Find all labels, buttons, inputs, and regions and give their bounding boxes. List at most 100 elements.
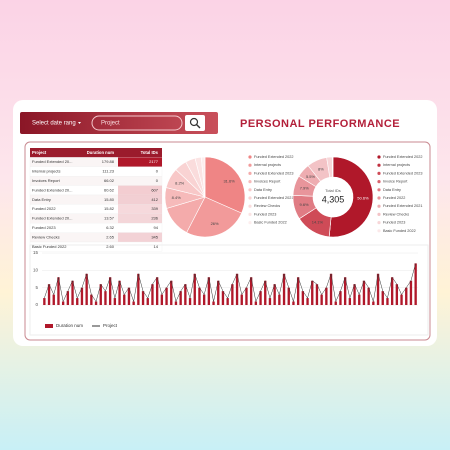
bar [325, 287, 328, 305]
legend-label: Internal projects [383, 163, 410, 167]
bar [372, 301, 375, 305]
bar [174, 301, 178, 305]
cell: 412 [151, 197, 158, 202]
bar [76, 298, 79, 305]
date-filter[interactable]: Select date rang [32, 121, 76, 127]
bar [311, 280, 314, 305]
legend-swatch [377, 221, 381, 225]
bar [334, 301, 337, 305]
bar [113, 298, 117, 305]
slice-label: 14.1% [312, 220, 324, 225]
slice-label: 7.9% [300, 185, 310, 190]
cell: Funded Extended 20... [32, 216, 72, 221]
bar [202, 294, 206, 305]
bar [108, 277, 112, 305]
bar [400, 294, 403, 305]
bar [278, 294, 281, 305]
table: Project Duration num Total IDs Funded Exten… [29, 148, 163, 252]
column-header: Project [32, 150, 47, 155]
legend-swatch [377, 155, 381, 159]
y-tick-label: 15 [33, 250, 39, 255]
slice [204, 156, 246, 214]
bar [99, 284, 102, 305]
slice [331, 156, 334, 178]
bar [259, 291, 262, 305]
bar [104, 291, 107, 305]
bar [85, 273, 88, 305]
bar [155, 277, 159, 305]
cell: 236 [151, 216, 158, 221]
cell: 94 [154, 225, 159, 230]
chart-frame [29, 244, 429, 336]
bar [207, 277, 211, 305]
y-tick-label: 10 [33, 268, 39, 273]
project-filter[interactable]: Project [101, 121, 120, 127]
legend-label: Funded 2023 [254, 212, 276, 216]
legend-swatch [248, 221, 252, 225]
legend-swatch [248, 155, 252, 159]
legend-label: Invoice Report [383, 180, 408, 184]
bar [296, 277, 300, 305]
search-button[interactable] [185, 115, 205, 131]
cell: 15.80 [104, 197, 115, 202]
cell: Basic Funded 2022 [32, 244, 67, 249]
cell: 6.32 [106, 225, 115, 230]
cell: 2177 [149, 159, 159, 164]
legend-label: Project [103, 323, 118, 328]
cell: Funded 2022 [32, 206, 56, 211]
bar [240, 294, 243, 305]
bar [66, 291, 70, 305]
bar [268, 298, 272, 305]
cell: Internal projects [32, 169, 60, 174]
cell: Funded Extended 20... [32, 187, 72, 192]
bar [306, 298, 309, 305]
dashboard-title: PERSONAL PERFORMANCE [240, 118, 400, 130]
bar [409, 280, 413, 305]
slice [200, 156, 206, 198]
bar [198, 287, 201, 305]
bar [353, 284, 356, 305]
legend-swatch [377, 180, 381, 184]
bar [264, 280, 267, 305]
bar [160, 294, 164, 305]
legend-label: Invoices Report [254, 180, 281, 184]
bar [221, 291, 225, 305]
bar [80, 287, 84, 305]
cell: 339 [151, 206, 158, 211]
legend-swatch [45, 324, 53, 328]
bar [132, 301, 135, 305]
slice-label: 5.5% [306, 174, 316, 179]
bar [57, 277, 60, 305]
slice-label: 8% [318, 167, 324, 172]
bar [217, 280, 220, 305]
legend-label: Review Checks [254, 204, 280, 208]
legend-label: Internal projects [254, 163, 281, 167]
dropdown-arrow[interactable] [78, 122, 81, 124]
bar [141, 291, 145, 305]
bar [249, 277, 253, 305]
slice-label: 50.6% [357, 196, 369, 201]
project-input[interactable] [91, 115, 183, 131]
legend-label: Funded Extended 2023 [383, 171, 422, 175]
bar [362, 280, 366, 305]
y-tick-label: 0 [35, 302, 38, 307]
table-header-bg [30, 148, 162, 158]
slice-label: 8.2% [175, 180, 185, 185]
pies: 31.6% Funded Extended 2022 26% Internal pro… [164, 155, 422, 238]
legend-label: Funded Extended 2022 [383, 155, 422, 159]
cell: 2.60 [106, 244, 115, 249]
cell: 111.23 [102, 169, 114, 174]
bar [235, 273, 239, 305]
bar [292, 301, 295, 305]
bar [184, 284, 187, 305]
bar-line-chart: 0 5 10 15 Duration num Project [33, 250, 418, 328]
bar [165, 287, 168, 305]
slice-label: 8.4% [172, 195, 182, 200]
cell: 2.65 [106, 234, 115, 239]
cell: 15.82 [104, 206, 115, 211]
legend-label: Funded Extended 2023 [254, 171, 293, 175]
bar [273, 284, 276, 305]
cell: 0 [156, 178, 159, 183]
bar [188, 298, 192, 305]
heat-cell [118, 195, 162, 205]
